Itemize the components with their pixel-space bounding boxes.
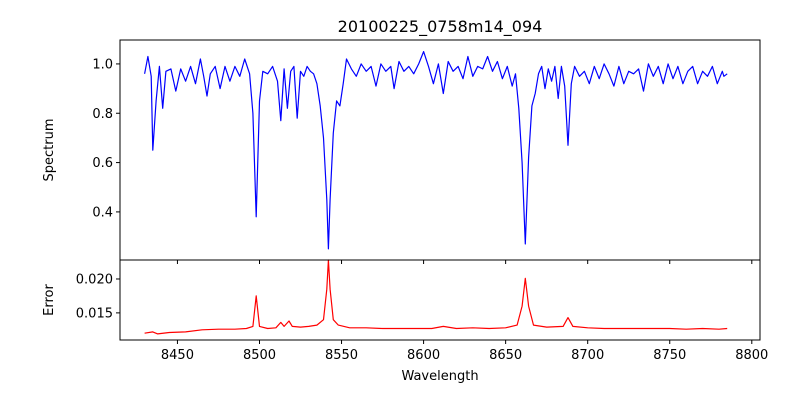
y-tick-label: 0.020 [76, 272, 113, 287]
error-frame [119, 259, 761, 341]
y-tick-label: 0.4 [92, 205, 113, 220]
x-tick-label: 8650 [489, 348, 522, 363]
x-axis-label: Wavelength [401, 369, 478, 384]
x-tick-label: 8600 [407, 348, 440, 363]
spectrum-line [144, 50, 728, 250]
y-tick-label: 1.0 [92, 57, 113, 72]
error-line [144, 259, 728, 335]
chart-title: 20100225_0758m14_094 [338, 17, 543, 37]
error-ylabel: Error [42, 284, 57, 316]
y-tick-label: 0.6 [92, 156, 113, 171]
x-tick-label: 8500 [243, 348, 276, 363]
spectrum-ylabel: Spectrum [42, 119, 57, 182]
x-tick-label: 8700 [571, 348, 604, 363]
x-tick-label: 8800 [735, 348, 768, 363]
x-tick-label: 8450 [161, 348, 194, 363]
spectrum-axes: 0.4 0.6 0.8 1.0 [92, 39, 761, 264]
y-tick-label: 0.015 [76, 306, 113, 321]
y-tick-label: 0.8 [92, 107, 113, 122]
error-axes: 0.015 0.020 8450 8500 8550 8600 8650 8700 8750 88… [76, 259, 768, 363]
x-tick-label: 8550 [325, 348, 358, 363]
x-tick-label: 8750 [653, 348, 686, 363]
